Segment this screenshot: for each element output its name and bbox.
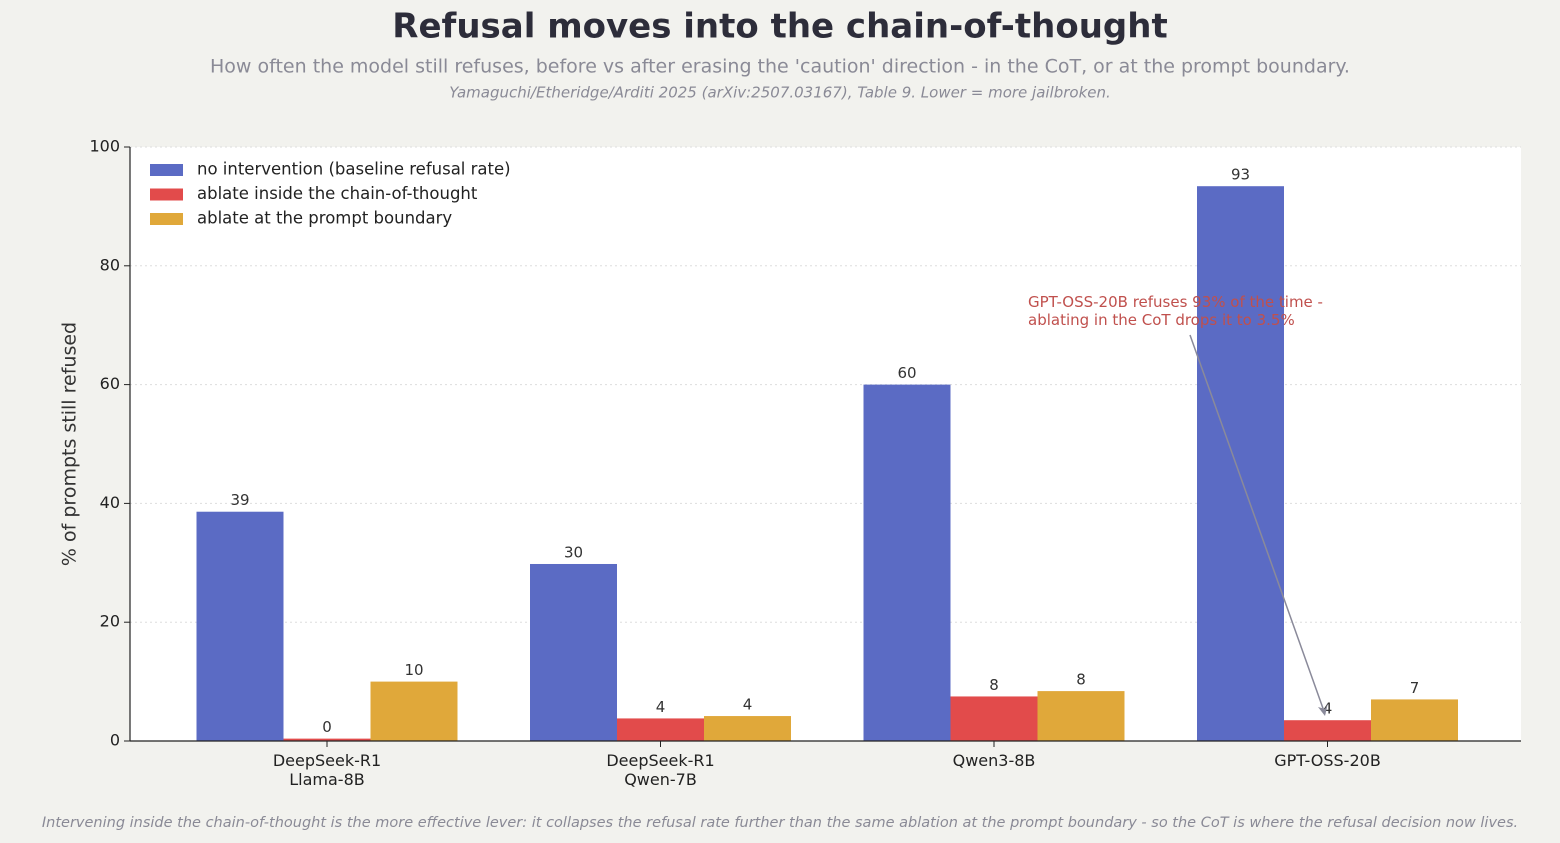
annotation-arrowhead <box>1318 703 1328 716</box>
y-axis-label: % of prompts still refused <box>59 322 81 566</box>
value-label: 8 <box>989 676 999 694</box>
value-label: 0 <box>322 718 332 736</box>
footnote: Intervening inside the chain-of-thought … <box>42 815 1518 831</box>
bar <box>704 716 791 741</box>
x-tick-label: Qwen3-8B <box>952 751 1036 770</box>
x-tick-label: GPT-OSS-20B <box>1274 751 1381 770</box>
x-tick-label: DeepSeek-R1 Llama-8B <box>272 751 382 789</box>
value-label: 39 <box>230 491 249 509</box>
value-label: 8 <box>1076 671 1086 689</box>
value-label: 60 <box>897 364 916 382</box>
y-tick-label: 60 <box>100 374 120 393</box>
value-label: 4 <box>743 696 753 714</box>
value-label: 10 <box>404 661 423 679</box>
annotation-arrow <box>1189 334 1326 715</box>
legend-swatch <box>150 188 183 201</box>
legend-label: no intervention (baseline refusal rate) <box>197 160 511 179</box>
bar <box>196 511 284 741</box>
bar <box>950 696 1038 741</box>
value-label: 30 <box>564 543 583 561</box>
value-label: 93 <box>1231 166 1250 184</box>
bar <box>617 718 704 741</box>
legend-swatch <box>150 164 183 176</box>
legend-label: ablate inside the chain-of-thought <box>197 184 478 203</box>
subtitle: How often the model still refuses, befor… <box>210 56 1350 78</box>
bar <box>283 738 371 741</box>
y-tick-label: 0 <box>110 731 120 750</box>
y-tick-label: 100 <box>89 137 120 156</box>
annotation: GPT-OSS-20B refuses 93% of the time - ab… <box>1028 293 1323 329</box>
source: Yamaguchi/Etheridge/Arditi 2025 (arXiv:2… <box>449 84 1111 102</box>
bar <box>530 563 617 741</box>
value-label: 7 <box>1410 679 1420 697</box>
legend-swatch <box>150 213 183 225</box>
value-label: 4 <box>656 698 666 716</box>
y-tick-label: 80 <box>100 255 120 274</box>
bar <box>1037 691 1125 741</box>
x-tick-label: DeepSeek-R1 Qwen-7B <box>606 751 715 789</box>
bar <box>1284 720 1371 741</box>
value-label: 4 <box>1323 700 1333 718</box>
bar <box>1197 186 1284 742</box>
legend-label: ablate at the prompt boundary <box>197 209 452 228</box>
y-tick-label: 40 <box>100 493 120 512</box>
y-tick-label: 20 <box>100 612 120 631</box>
plot-area <box>130 147 1521 741</box>
bar <box>370 681 458 741</box>
bar <box>863 384 951 741</box>
chart-title: Refusal moves into the chain-of-thought <box>392 7 1167 47</box>
bar <box>1371 699 1458 741</box>
